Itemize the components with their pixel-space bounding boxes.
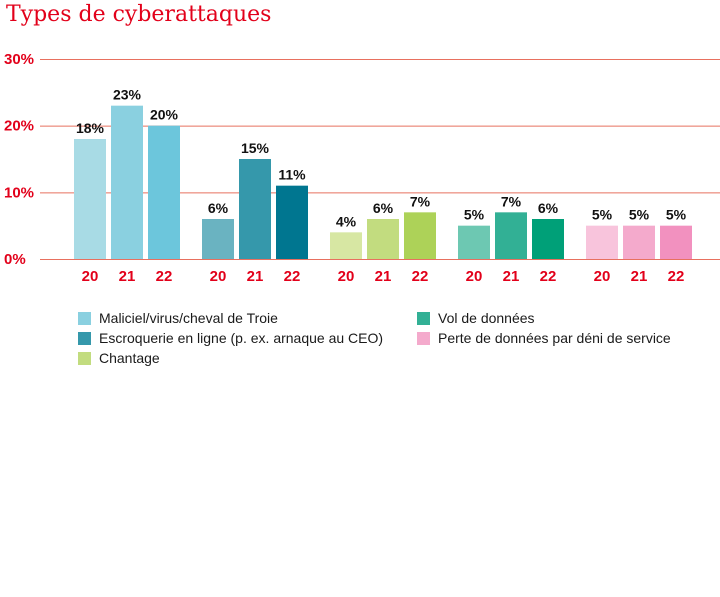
- x-tick-label: 22: [412, 268, 429, 285]
- legend-swatch: [78, 331, 91, 345]
- data-label: 5%: [464, 207, 485, 223]
- bar: [458, 225, 490, 259]
- x-tick-label: 21: [375, 268, 392, 285]
- legend-label: Maliciel/virus/cheval de Troie: [99, 310, 278, 326]
- x-tick-label: 20: [338, 268, 355, 285]
- legend-swatch: [78, 351, 91, 365]
- data-label: 7%: [410, 193, 431, 209]
- x-tick-label: 21: [119, 268, 136, 285]
- x-tick-label: 20: [466, 268, 483, 285]
- bar: [495, 212, 527, 259]
- data-label: 5%: [666, 207, 687, 223]
- data-label: 11%: [278, 167, 306, 183]
- chart-legend: Maliciel/virus/cheval de Troie Escroqueri…: [78, 310, 718, 374]
- legend-swatch: [78, 311, 91, 325]
- legend-label: Escroquerie en ligne (p. ex. arnaque au …: [99, 330, 384, 346]
- legend-swatch: [417, 311, 430, 325]
- bar-chart: 0% 10% 20% 30% 18% 20 23% 21 20% 22 6% 20 15% 21 11% 22…: [4, 51, 720, 285]
- data-label: 6%: [208, 200, 229, 216]
- bar: [586, 225, 618, 259]
- bar: [148, 125, 180, 260]
- legend-label: Vol de données: [438, 310, 535, 326]
- chart-title: Types de cyberattaques: [6, 2, 272, 27]
- bar: [532, 219, 564, 259]
- bar: [202, 219, 234, 259]
- bar: [74, 139, 106, 259]
- x-tick-label: 22: [540, 268, 557, 285]
- bar: [276, 185, 308, 259]
- y-tick-label: 10%: [4, 184, 34, 201]
- legend-item: Chantage: [78, 350, 160, 366]
- legend-label: Chantage: [99, 350, 160, 366]
- data-label: 18%: [76, 120, 105, 136]
- y-tick-label: 0%: [4, 251, 26, 268]
- bar: [660, 225, 692, 259]
- data-label: 23%: [113, 87, 142, 103]
- x-tick-label: 22: [668, 268, 685, 285]
- y-tick-label: 20%: [4, 118, 34, 135]
- x-tick-label: 20: [594, 268, 611, 285]
- bar: [330, 232, 362, 259]
- data-label: 6%: [538, 200, 559, 216]
- data-label: 20%: [150, 107, 179, 123]
- x-tick-label: 20: [82, 268, 99, 285]
- bar: [239, 159, 271, 259]
- bar: [404, 212, 436, 259]
- y-tick-label: 30%: [4, 51, 34, 68]
- data-label: 4%: [336, 213, 357, 229]
- legend-label: Perte de données par déni de service: [438, 330, 671, 346]
- legend-item: Vol de données: [417, 310, 535, 326]
- x-tick-label: 21: [247, 268, 264, 285]
- legend-item: Escroquerie en ligne (p. ex. arnaque au …: [78, 330, 383, 346]
- x-tick-label: 21: [503, 268, 520, 285]
- data-label: 15%: [241, 140, 270, 156]
- legend-item: Maliciel/virus/cheval de Troie: [78, 310, 278, 326]
- data-label: 7%: [501, 193, 522, 209]
- x-tick-label: 22: [284, 268, 301, 285]
- x-tick-label: 21: [631, 268, 648, 285]
- bar: [623, 225, 655, 259]
- data-label: 5%: [592, 207, 613, 223]
- x-tick-label: 22: [156, 268, 173, 285]
- bar: [367, 219, 399, 259]
- data-label: 5%: [629, 207, 650, 223]
- legend-swatch: [417, 331, 430, 345]
- data-label: 6%: [373, 200, 394, 216]
- x-tick-label: 20: [210, 268, 227, 285]
- legend-item: Perte de données par déni de service: [417, 330, 671, 346]
- bar: [111, 105, 143, 260]
